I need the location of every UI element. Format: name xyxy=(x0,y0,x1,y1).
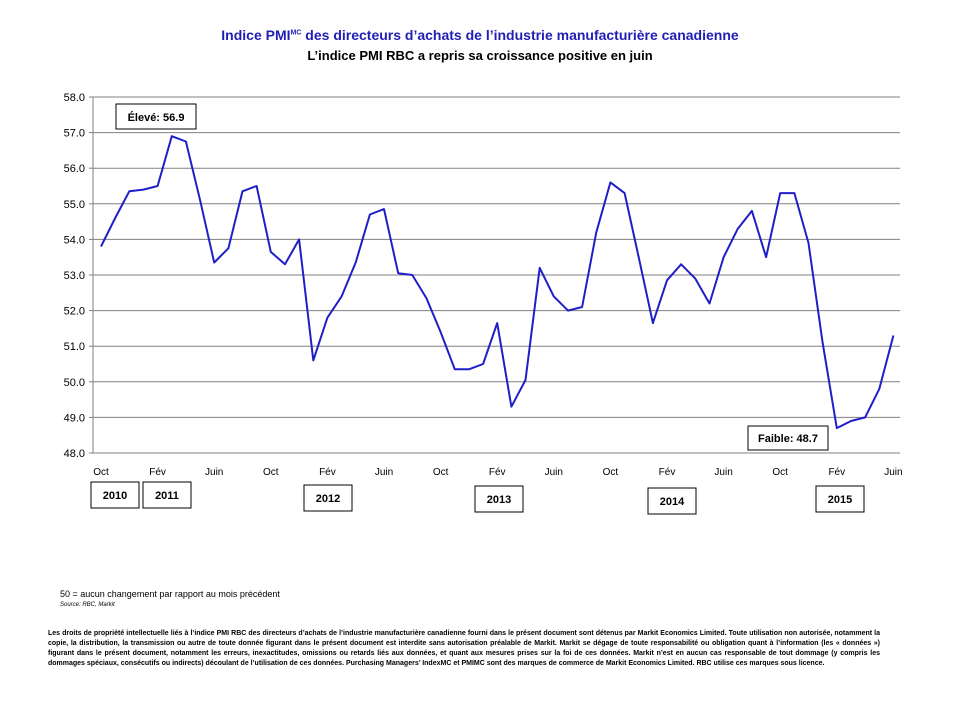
annotations: Élevé: 56.9 Faible: 48.7 xyxy=(115,103,829,451)
baseline-note: 50 = aucun changement par rapport au moi… xyxy=(60,589,280,599)
series-line xyxy=(100,135,895,430)
year-label: 2011 xyxy=(155,490,179,502)
chart-subtitle: L’indice PMI RBC a repris sa croissance … xyxy=(307,48,653,63)
x-tick-label: Fév xyxy=(149,467,166,478)
axes xyxy=(89,96,900,454)
y-tick-label: 56.0 xyxy=(64,163,85,175)
x-tick-label: Juin xyxy=(545,467,563,478)
year-box xyxy=(142,481,192,509)
y-tick-label: 51.0 xyxy=(64,341,85,353)
year-label: 2013 xyxy=(487,494,511,506)
year-box xyxy=(474,485,524,513)
y-tick-label: 55.0 xyxy=(64,199,85,211)
x-tick-label: Juin xyxy=(205,467,223,478)
copyright-notice: Les droits de propriété intellectuelle l… xyxy=(48,630,880,667)
y-tick-label: 52.0 xyxy=(64,306,85,318)
x-tick-label: Fév xyxy=(828,467,845,478)
year-box xyxy=(815,485,865,513)
y-tick-label: 58.0 xyxy=(64,92,85,104)
source-note: Source: RBC, Markit xyxy=(60,602,115,608)
x-tick-label: Juin xyxy=(714,467,732,478)
x-tick-label: Fév xyxy=(659,467,676,478)
y-tick-label: 49.0 xyxy=(64,412,85,424)
year-labels: 2010 2011 2012 2013 2014 2015 xyxy=(90,481,865,515)
y-tick-labels: 58.0 57.0 56.0 55.0 54.0 53.0 52.0 51.0 50.0 49.0… xyxy=(64,92,85,460)
year-box xyxy=(90,481,140,509)
x-tick-label: Juin xyxy=(375,467,393,478)
high-annotation-box xyxy=(115,103,197,130)
year-label: 2015 xyxy=(828,494,852,506)
y-tick-label: 57.0 xyxy=(64,128,85,140)
x-tick-label: Oct xyxy=(433,467,449,478)
low-annotation-box xyxy=(747,425,829,451)
x-tick-label: Oct xyxy=(263,467,279,478)
year-box xyxy=(303,484,353,512)
pmi-line-chart: 58.0 57.0 56.0 55.0 54.0 53.0 52.0 51.0 50.0 49.0… xyxy=(64,92,903,515)
x-tick-labels: Oct Fév Juin Oct Fév Juin Oct Fév Juin Oct Fév Juin… xyxy=(93,467,902,478)
y-tick-label: 53.0 xyxy=(64,270,85,282)
title-superscript: MC xyxy=(290,29,302,37)
x-tick-label: Oct xyxy=(772,467,788,478)
low-annotation: Faible: 48.7 xyxy=(758,433,818,445)
x-tick-label: Fév xyxy=(319,467,336,478)
x-tick-label: Oct xyxy=(603,467,619,478)
year-label: 2014 xyxy=(660,496,685,508)
y-tick-label: 48.0 xyxy=(64,448,85,460)
year-box xyxy=(647,487,697,515)
year-label: 2010 xyxy=(103,490,127,502)
x-tick-label: Fév xyxy=(489,467,506,478)
grid-lines xyxy=(93,96,900,418)
x-tick-label: Juin xyxy=(884,467,902,478)
x-tick-label: Oct xyxy=(93,467,109,478)
chart-title: Indice PMIMC des directeurs d’achats de … xyxy=(221,27,739,43)
year-label: 2012 xyxy=(316,493,340,505)
y-tick-label: 50.0 xyxy=(64,377,85,389)
high-annotation: Élevé: 56.9 xyxy=(128,111,185,124)
pmi-series-line xyxy=(100,135,895,430)
y-tick-label: 54.0 xyxy=(64,234,85,246)
